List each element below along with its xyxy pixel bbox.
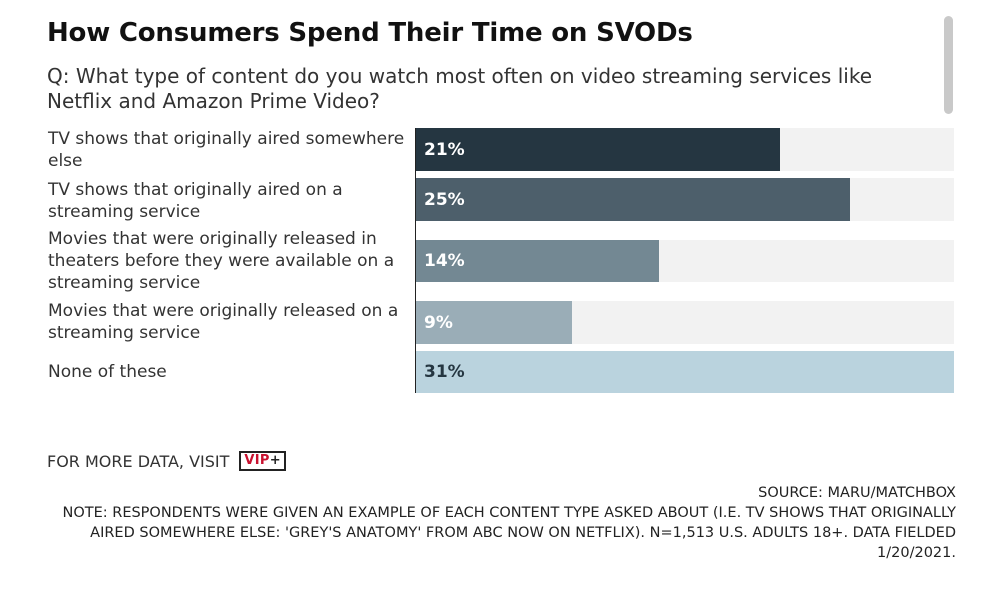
- scrollbar-thumb[interactable]: [944, 16, 953, 114]
- category-label: TV shows that originally aired somewhere…: [48, 129, 405, 171]
- bar[interactable]: [416, 128, 781, 171]
- category-label: Movies that were originally released on …: [48, 301, 399, 343]
- bar[interactable]: [416, 301, 573, 344]
- vip-plus-logo[interactable]: VIP+: [239, 451, 286, 471]
- bar[interactable]: [416, 178, 850, 221]
- category-label: None of these: [48, 362, 167, 382]
- bar-value-label: 25%: [424, 189, 465, 210]
- bar-value-label: 21%: [424, 139, 465, 160]
- bar-chart: TV shows that originally aired somewhere…: [48, 128, 954, 393]
- category-label: Movies that were originally released in …: [48, 229, 395, 293]
- bar-value-label: 9%: [424, 312, 453, 333]
- scrollbar[interactable]: [944, 16, 953, 114]
- bar-track: 31%: [416, 351, 954, 393]
- chart-title: How Consumers Spend Their Time on SVODs: [47, 18, 693, 48]
- chart-subtitle: Q: What type of content do you watch mos…: [47, 64, 872, 113]
- bar[interactable]: [416, 351, 954, 393]
- bar-track: 21%: [416, 128, 954, 171]
- more-data-line: FOR MORE DATA, VISIT VIP+: [47, 451, 286, 471]
- source-block: SOURCE: MARU/MATCHBOX NOTE: RESPONDENTS …: [56, 483, 956, 563]
- bar-track: 9%: [416, 301, 954, 344]
- note-line: NOTE: RESPONDENTS WERE GIVEN AN EXAMPLE …: [62, 505, 956, 561]
- bar-value-label: 14%: [424, 251, 465, 271]
- bar-track: 25%: [416, 178, 954, 221]
- bar-value-label: 31%: [424, 362, 465, 382]
- more-data-label: FOR MORE DATA, VISIT: [47, 451, 230, 471]
- bar[interactable]: [416, 240, 659, 282]
- category-axis-line: [415, 128, 416, 393]
- source-line: SOURCE: MARU/MATCHBOX: [758, 485, 956, 501]
- bar-track: 14%: [416, 240, 954, 282]
- category-label: TV shows that originally aired on a stre…: [48, 180, 343, 222]
